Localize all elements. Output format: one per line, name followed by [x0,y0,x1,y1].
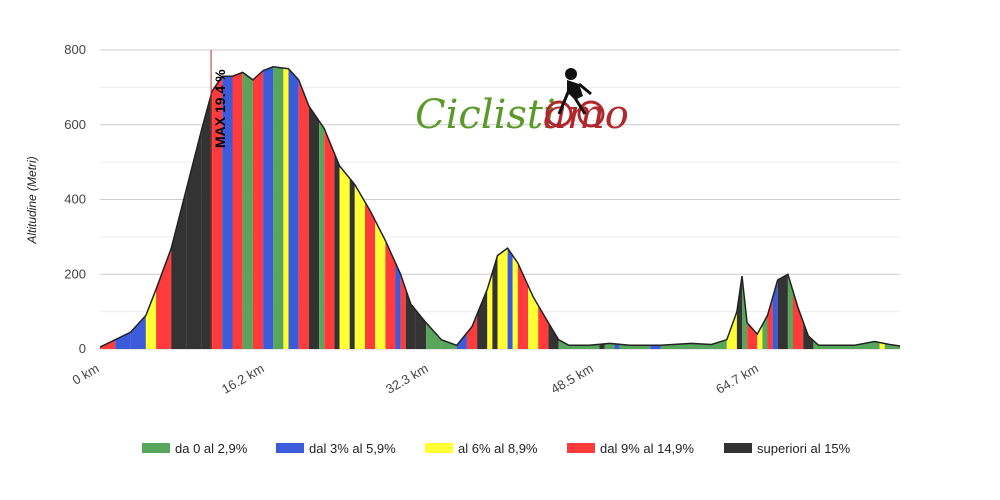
gradient-band [757,66,763,349]
logo-text-accent: amo [543,92,629,138]
cyclist-icon [545,68,605,128]
legend-label: da 0 al 2,9% [175,441,248,456]
gradient-band [324,66,335,349]
gradient-band [156,66,172,349]
gradient-band [319,66,325,349]
gradient-band [487,66,493,349]
x-tick-label: 64.7 km [713,361,761,397]
legend-swatch [567,443,595,453]
profile-line [99,66,901,348]
legend-swatch [425,443,453,453]
gradient-band [884,66,900,349]
gradient-band [308,66,320,349]
gradient-band [466,66,478,349]
gradient-band [726,66,737,349]
gradient-band [803,66,814,349]
gradient-band [497,66,508,349]
y-tick-label: 0 [79,341,86,356]
gradient-band [222,66,233,349]
gradient-band [604,66,615,349]
y-tick-label: 600 [64,117,86,132]
x-tick-label: 48.5 km [548,361,596,397]
gradient-band [242,66,253,349]
gradient-band [273,66,284,349]
legend-swatch [724,443,752,453]
gradient-band [650,66,661,349]
gradient-band [517,66,528,349]
gradient-band [298,66,309,349]
gradient-band [375,66,386,349]
gradient-band [787,66,793,349]
gradient-band [252,66,264,349]
gradient-band [283,66,289,349]
gradient-band [599,66,605,349]
x-tick-label: 32.3 km [383,361,431,397]
gradient-band [512,66,518,349]
gradient-band [492,66,498,349]
gradient-band [130,66,146,349]
gradient-band [548,66,559,349]
legend-label: dal 9% al 14,9% [600,441,694,456]
gradient-band [793,66,804,349]
logo-text-main: Ciclisti [415,92,556,138]
gradient-band [354,66,365,349]
gradient-band [349,66,355,349]
gradient-band [614,66,620,349]
gradient-band [660,66,712,349]
gradient-band [507,66,513,349]
gradient-band [263,66,274,349]
max-gradient-label: MAX 19.4 % [212,69,228,148]
gradient-band [879,66,885,349]
gradient-band [212,66,223,349]
gradient-band [711,66,727,349]
gradient-band [538,66,549,349]
legend-swatch [142,443,170,453]
gradient-band [334,66,340,349]
ciclistiamo-logo: Ciclisti amo [415,68,629,138]
gradient-band [747,66,758,349]
gradient-band [813,66,880,349]
legend-swatch [276,443,304,453]
gradient-band [777,66,788,349]
gradient-band [232,66,243,349]
y-tick-label: 800 [64,42,86,57]
gradient-band [415,66,427,349]
gradient-band [288,66,299,349]
gradient-band [385,66,396,349]
gradient-band [115,66,131,349]
y-axis-title: Altitudine (Metri) [25,156,39,244]
gradient-band [395,66,401,349]
gradient-band [365,66,376,349]
gradient-band [619,66,651,349]
gradient-band [762,66,768,349]
gradient-band [186,66,202,349]
legend-label: superiori al 15% [757,441,851,456]
y-tick-label: 200 [64,266,86,281]
y-tick-label: 400 [64,192,86,207]
gradient-band [400,66,406,349]
x-tick-label: 0 km [70,361,102,388]
gradient-band [441,66,457,349]
max-gradient-annotation: MAX 19.4 % [210,50,228,349]
gradient-band [100,66,116,349]
legend-label: al 6% al 8,9% [458,441,538,456]
gradient-band [426,66,442,349]
gradient-band [456,66,467,349]
gradient-band [772,66,778,349]
x-axis-ticks: 0 km 16.2 km 32.3 km 48.5 km 64.7 km [70,361,761,397]
y-axis-ticks: 0 200 400 600 800 [64,42,86,356]
x-tick-label: 16.2 km [219,361,267,397]
legend-label: dal 3% al 5,9% [309,441,396,456]
gradient-band [339,66,350,349]
legend: da 0 al 2,9% dal 3% al 5,9% al 6% al 8,9% d… [142,441,851,456]
gradient-band [201,66,213,349]
